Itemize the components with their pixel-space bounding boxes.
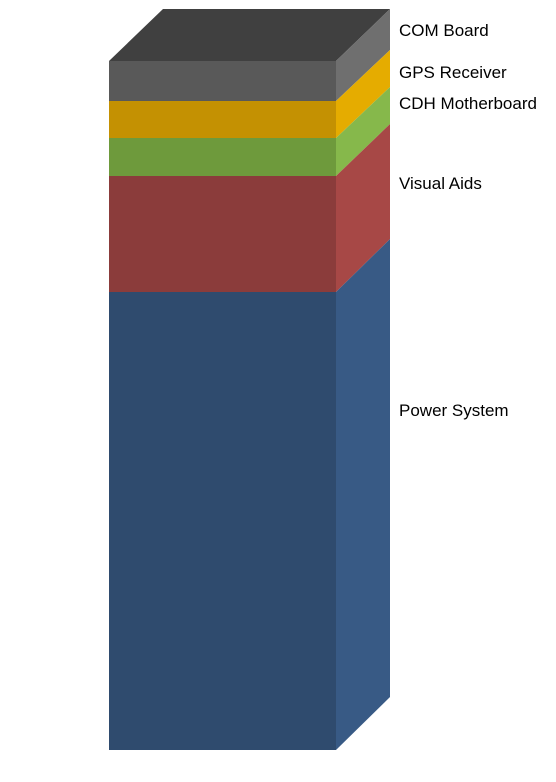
- power-system-front-face: [109, 292, 336, 750]
- gps-receiver-front-face: [109, 101, 336, 138]
- com-board-label: COM Board: [399, 21, 489, 40]
- com-board-side-face: [336, 9, 390, 101]
- com-board-front-face: [109, 61, 336, 101]
- cdh-motherboard-front-face: [109, 138, 336, 176]
- com-board-top-face: [109, 9, 390, 61]
- gps-receiver-side-face: [336, 50, 390, 138]
- cdh-motherboard-label: CDH Motherboard: [399, 94, 537, 113]
- gps-receiver-label: GPS Receiver: [399, 63, 507, 82]
- visual-aids-front-face: [109, 176, 336, 292]
- power-system-label: Power System: [399, 401, 509, 420]
- visual-aids-label: Visual Aids: [399, 174, 482, 193]
- visual-aids-side-face: [336, 124, 390, 292]
- power-system-side-face: [336, 239, 390, 750]
- cdh-motherboard-side-face: [336, 87, 390, 176]
